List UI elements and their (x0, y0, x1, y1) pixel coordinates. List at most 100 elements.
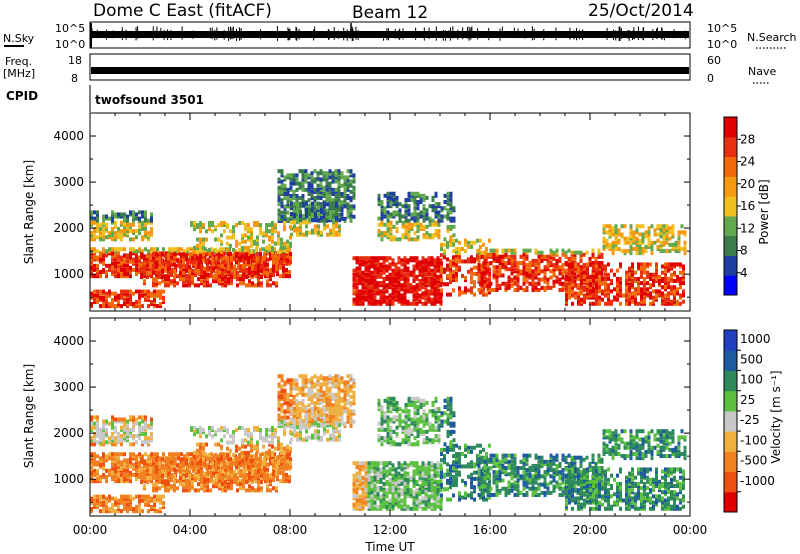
backscatter-cell (96, 502, 99, 507)
backscatter-cell (540, 250, 544, 255)
backscatter-cell (147, 249, 150, 254)
backscatter-cell (410, 193, 414, 198)
backscatter-cell (231, 458, 234, 463)
backscatter-cell (152, 256, 155, 261)
backscatter-cell (604, 268, 607, 273)
backscatter-cell (114, 255, 117, 260)
backscatter-cell (144, 494, 147, 499)
backscatter-cell (246, 477, 249, 482)
backscatter-cell (188, 279, 191, 284)
backscatter-cell (117, 509, 120, 514)
backscatter-cell (248, 262, 251, 267)
backscatter-cell (534, 287, 538, 292)
backscatter-cell (667, 301, 670, 306)
backscatter-cell (667, 264, 670, 269)
backscatter-cell (388, 297, 392, 302)
backscatter-cell (126, 479, 129, 484)
backscatter-cell (552, 273, 556, 278)
backscatter-cell (398, 202, 402, 207)
backscatter-cell (537, 271, 541, 276)
backscatter-cell (167, 473, 170, 478)
backscatter-cell (358, 281, 362, 286)
backscatter-cell (540, 285, 544, 290)
backscatter-cell (577, 272, 580, 277)
backscatter-cell (275, 262, 278, 267)
backscatter-cell (558, 258, 562, 263)
backscatter-cell (298, 169, 302, 174)
backscatter-cell (305, 232, 308, 237)
backscatter-cell (388, 295, 392, 300)
backscatter-cell (470, 280, 473, 285)
backscatter-cell (213, 456, 216, 461)
backscatter-cell (233, 273, 236, 278)
backscatter-cell (355, 293, 359, 298)
backscatter-cell (325, 177, 329, 182)
backscatter-cell (265, 245, 268, 250)
backscatter-cell (102, 302, 105, 307)
backscatter-cell (617, 232, 621, 237)
backscatter-cell (373, 283, 377, 288)
backscatter-cell (392, 210, 396, 215)
backscatter-cell (90, 500, 93, 505)
backscatter-cell (117, 472, 120, 477)
backscatter-cell (422, 206, 426, 211)
backscatter-cell (635, 228, 639, 233)
backscatter-cell (164, 254, 167, 259)
backscatter-cell (492, 269, 496, 274)
backscatter-cell (656, 226, 660, 231)
backscatter-cell (446, 240, 449, 245)
backscatter-cell (143, 258, 146, 263)
backscatter-cell (93, 220, 96, 225)
backscatter-cell (129, 293, 132, 298)
backscatter-cell (279, 261, 282, 266)
backscatter-cell (290, 205, 293, 210)
backscatter-cell (102, 462, 105, 467)
backscatter-cell (361, 285, 365, 290)
backscatter-cell (230, 256, 233, 261)
backscatter-cell (199, 237, 202, 242)
backscatter-cell (180, 452, 183, 457)
backscatter-cell (601, 289, 604, 294)
backscatter-cell (93, 267, 96, 272)
backscatter-cell (216, 249, 219, 254)
backscatter-cell (561, 273, 565, 278)
backscatter-cell (143, 254, 146, 259)
backscatter-cell (489, 287, 493, 292)
backscatter-cell (123, 507, 126, 512)
backscatter-cell (152, 482, 155, 487)
backscatter-cell (379, 281, 383, 286)
backscatter-cell (673, 301, 676, 306)
backscatter-cell (332, 220, 335, 225)
backscatter-cell (637, 262, 640, 267)
backscatter-cell (628, 266, 631, 271)
backscatter-cell (108, 438, 111, 443)
backscatter-cell (446, 263, 449, 268)
backscatter-cell (625, 287, 628, 292)
backscatter-cell (221, 281, 224, 286)
backscatter-cell (105, 304, 108, 309)
backscatter-cell (179, 252, 182, 257)
backscatter-cell (272, 258, 275, 263)
backscatter-cell (158, 486, 161, 491)
backscatter-cell (266, 264, 269, 269)
backscatter-cell (480, 254, 484, 259)
backscatter-cell (173, 283, 176, 288)
backscatter-cell (385, 258, 389, 263)
backscatter-cell (382, 260, 386, 265)
backscatter-cell (192, 263, 195, 268)
backscatter-cell (226, 256, 229, 261)
backscatter-cell (111, 261, 114, 266)
backscatter-cell (379, 268, 383, 273)
backscatter-cell (117, 460, 120, 465)
backscatter-cell (671, 226, 675, 231)
backscatter-cell (400, 297, 404, 302)
backscatter-cell (600, 269, 604, 274)
backscatter-cell (280, 169, 284, 174)
backscatter-cell (272, 266, 275, 271)
backscatter-cell (280, 245, 283, 250)
backscatter-cell (123, 229, 126, 234)
backscatter-cell (446, 214, 450, 219)
backscatter-cell (123, 233, 126, 238)
backscatter-cell (232, 229, 235, 234)
backscatter-cell (313, 179, 317, 184)
